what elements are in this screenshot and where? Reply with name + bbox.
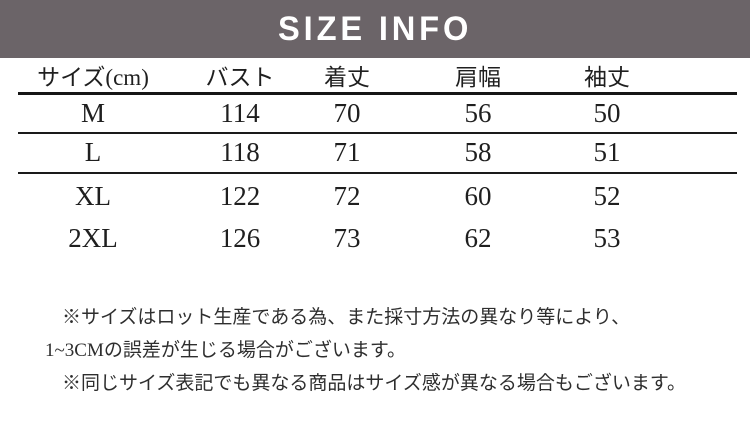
col-header-sleeve: 袖丈 — [574, 58, 640, 95]
note-line-1: ※サイズはロット生産である為、また採寸方法の異なり等により、 — [62, 306, 631, 328]
table-header-row: サイズ(cm) バスト 着丈 肩幅 袖丈 — [18, 58, 737, 95]
table-row-m: M 114 70 56 50 — [18, 93, 737, 134]
spacer-cell — [640, 173, 737, 219]
shoulder-value: 58 — [382, 132, 574, 174]
table-row-xl: XL 122 72 60 52 — [18, 173, 737, 219]
shoulder-value: 56 — [382, 93, 574, 134]
col-header-size: サイズ(cm) — [18, 58, 168, 95]
size-notes: ※サイズはロット生産である為、また採寸方法の異なり等により、 1~3CMの誤差が… — [0, 301, 750, 400]
table-row-2xl: 2XL 126 73 62 53 — [18, 219, 737, 259]
sleeve-value: 50 — [574, 93, 640, 134]
size-label: XL — [75, 180, 111, 211]
bust-value: 118 — [168, 132, 312, 174]
note-line-2: 1~3CMの誤差が生じる場合がございます。 — [45, 339, 406, 361]
size-label: 2XL — [68, 223, 118, 253]
size-table: サイズ(cm) バスト 着丈 肩幅 袖丈 M 114 70 56 50 L 11… — [18, 58, 737, 259]
length-value: 70 — [312, 93, 382, 134]
shoulder-value: 60 — [464, 180, 492, 211]
sleeve-value: 51 — [574, 132, 640, 174]
col-header-length: 着丈 — [312, 58, 382, 95]
col-header-shoulder: 肩幅 — [382, 58, 574, 95]
table-row-l: L 118 71 58 51 — [18, 132, 737, 174]
col-header-bust: バスト — [168, 58, 312, 95]
col-header-spacer — [640, 58, 737, 95]
length-value: 72 — [333, 180, 361, 211]
size-label: L — [18, 132, 168, 174]
shoulder-value: 62 — [464, 223, 492, 253]
length-value: 73 — [333, 223, 361, 253]
length-value: 71 — [312, 132, 382, 174]
size-label: M — [18, 93, 168, 134]
note-line-3: ※同じサイズ表記でも異なる商品はサイズ感が異なる場合もございます。 — [62, 372, 686, 394]
sleeve-value: 52 — [593, 180, 621, 211]
bust-value: 122 — [219, 180, 261, 211]
page-title: SIZE INFO — [277, 9, 473, 48]
spacer-cell — [640, 219, 737, 259]
bust-value: 126 — [219, 223, 261, 253]
sleeve-value: 53 — [593, 223, 621, 253]
bust-value: 114 — [168, 93, 312, 134]
title-bar: SIZE INFO — [0, 0, 750, 58]
spacer-cell — [640, 93, 737, 134]
spacer-cell — [640, 132, 737, 174]
